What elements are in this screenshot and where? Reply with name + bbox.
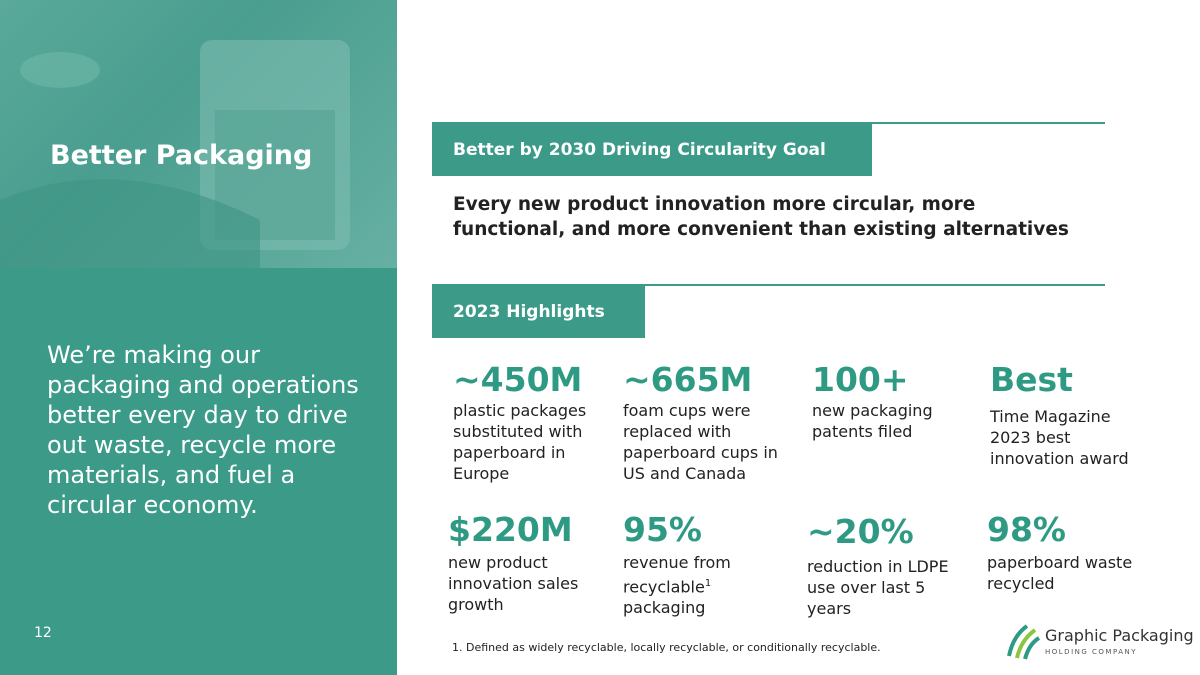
goal-text: Every new product innovation more circul… [453, 194, 1069, 240]
stat-value: 100+ [812, 360, 909, 399]
stat-desc-text: foam cups were replaced with paperboard … [623, 401, 778, 483]
logo-sub: HOLDING COMPANY [1045, 648, 1138, 656]
stat-value: 95% [623, 510, 702, 549]
stat-desc: foam cups were replaced with paperboard … [623, 400, 783, 484]
stat-desc-text: plastic packages substituted with paperb… [453, 401, 587, 483]
logo: Graphic Packaging HOLDING COMPANY [1005, 622, 1195, 662]
stat-desc: new product innovation sales growth [448, 552, 608, 615]
stat-value: 98% [987, 510, 1066, 549]
divider [432, 122, 1105, 124]
product-photo [0, 0, 397, 268]
highlights-header: 2023 Highlights [432, 286, 645, 338]
stat-desc-text: revenue from recyclable [623, 553, 731, 597]
logo-name: Graphic Packaging [1045, 626, 1194, 645]
stat-value: ~20% [807, 512, 914, 551]
divider [432, 284, 1105, 286]
stat-desc-text: new product innovation sales growth [448, 553, 579, 614]
body-text: We’re making our packaging and operation… [47, 341, 359, 519]
footnote: 1. Defined as widely recyclable, locally… [452, 641, 881, 654]
goal-header: Better by 2030 Driving Circularity Goal [432, 124, 872, 176]
stat-value: ~665M [623, 360, 753, 399]
stat-value: $220M [448, 510, 573, 549]
left-panel: Better Packaging We’re making our packag… [0, 0, 397, 675]
stat-desc-text: new packaging patents filed [812, 401, 933, 441]
stat-desc: plastic packages substituted with paperb… [453, 400, 613, 484]
stat-desc: paperboard waste recycled [987, 552, 1147, 594]
stat-desc: revenue from recyclable1 packaging [623, 552, 783, 618]
stat-desc: Time Magazine 2023 best innovation award [990, 406, 1150, 469]
stat-desc-text: Time Magazine 2023 best innovation award [990, 407, 1129, 468]
title: Better Packaging [50, 140, 313, 171]
stat-value: Best [990, 360, 1073, 399]
photo-art [0, 40, 350, 268]
stat-desc-text: packaging [623, 598, 706, 618]
logo-mark [1007, 624, 1041, 660]
footnote-ref: 1 [704, 578, 712, 589]
stat-desc-text: reduction in LDPE use over last 5 years [807, 557, 949, 618]
page-number: 12 [34, 625, 52, 641]
stat-value: ~450M [453, 360, 583, 399]
stat-desc-text: paperboard waste recycled [987, 553, 1133, 593]
stat-desc: reduction in LDPE use over last 5 years [807, 556, 967, 619]
stat-desc: new packaging patents filed [812, 400, 972, 442]
